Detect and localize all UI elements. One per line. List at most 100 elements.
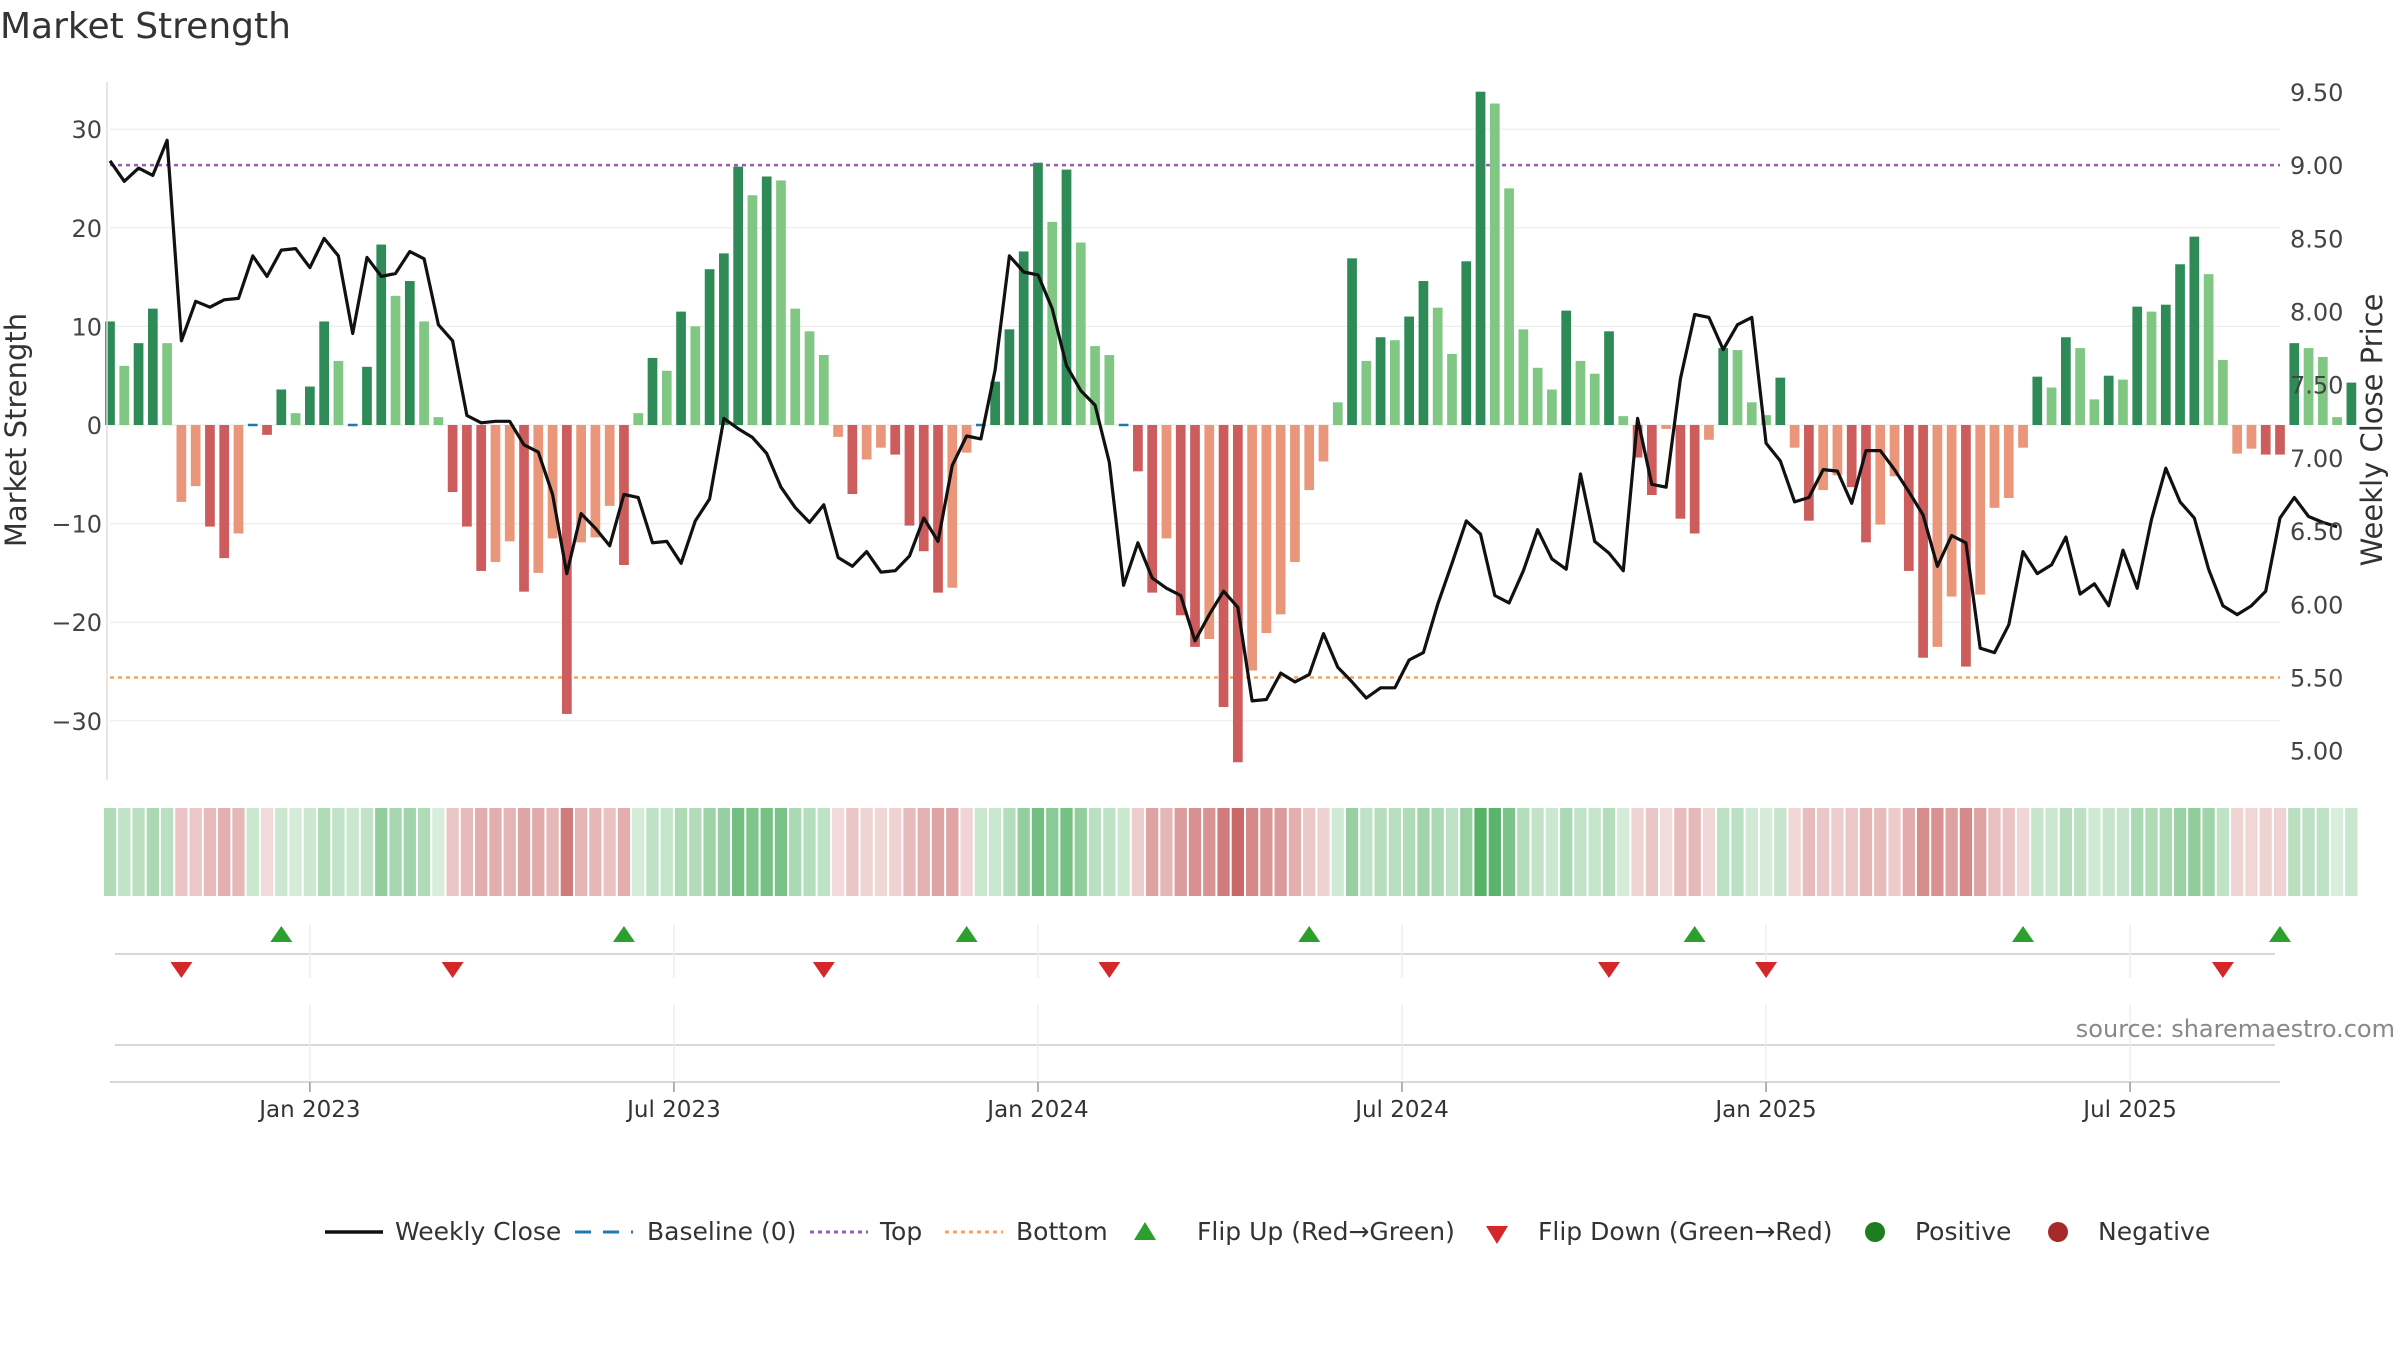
strength-bar [390, 295, 401, 425]
legend-label: Weekly Close [395, 1217, 561, 1246]
strength-bar [533, 425, 544, 573]
heat-cell [1188, 808, 1202, 896]
heat-cell [1474, 808, 1487, 896]
strength-bar [2317, 356, 2328, 425]
legend-item: Flip Up (Red→Green) [1134, 1217, 1455, 1246]
heat-cell [1431, 808, 1444, 896]
strength-bar [604, 425, 615, 506]
flip-up-marker [612, 926, 635, 942]
strength-bar [133, 343, 144, 425]
strength-bar [519, 425, 529, 592]
strength-heat-strip [103, 808, 2358, 896]
strength-bar [1889, 425, 1900, 477]
heat-cell [860, 808, 873, 896]
legend-item: Flip Down (Green→Red) [1486, 1217, 1833, 1246]
legend-label: Top [879, 1217, 922, 1246]
strength-bar [2146, 311, 2157, 425]
heat-cell [803, 808, 816, 896]
heat-cell [2131, 808, 2144, 896]
strength-bar [633, 413, 644, 425]
heat-cell [2330, 808, 2344, 896]
heat-cell [1888, 808, 1901, 896]
flip-down-marker [812, 962, 835, 978]
strength-bar [676, 311, 686, 425]
strength-bar [190, 425, 201, 487]
heat-cell [574, 808, 588, 896]
heat-cell [1659, 808, 1673, 896]
flip-up-marker [270, 926, 293, 942]
heat-cell [1017, 808, 1030, 896]
heat-cell [1074, 808, 1087, 896]
heat-cell [1817, 808, 1830, 896]
heat-cell [1916, 808, 1930, 896]
strength-bar [2118, 379, 2128, 425]
heat-cell [432, 808, 445, 896]
strength-bar [1689, 425, 1700, 534]
heat-cell [246, 808, 259, 896]
strength-bar [276, 389, 287, 425]
heat-cell [475, 808, 488, 896]
strength-bar [990, 381, 1000, 425]
heat-cell [1902, 808, 1915, 896]
heat-cell [1146, 808, 1159, 896]
strength-bar [1832, 425, 1843, 476]
strength-bar [404, 281, 415, 425]
heat-cell [118, 808, 131, 896]
strength-bar [1604, 331, 1614, 425]
heat-cell [403, 808, 416, 896]
strength-bar [1318, 425, 1329, 462]
strength-bar [861, 425, 872, 460]
heat-cell [1717, 808, 1730, 896]
strength-bar [1632, 425, 1643, 458]
flip-down-marker [441, 962, 464, 978]
heat-cell [160, 808, 174, 896]
left-tick-label: −10 [51, 511, 102, 539]
strength-bar [1846, 425, 1857, 488]
heat-cell [1488, 808, 1501, 896]
strength-bar [2160, 304, 2171, 425]
heat-cell [988, 808, 1002, 896]
strength-bar [1646, 425, 1657, 496]
strength-bar [876, 425, 886, 448]
legend-item: Bottom [945, 1217, 1108, 1246]
strength-bar [647, 357, 658, 425]
heat-cell [175, 808, 188, 896]
heat-cell [132, 808, 145, 896]
heat-cell [2316, 808, 2329, 896]
heat-cell [1003, 808, 1016, 896]
heat-cell [831, 808, 845, 896]
strength-bar [2289, 343, 2300, 425]
strength-bars [105, 91, 2357, 763]
strength-bar [1304, 425, 1315, 491]
x-tick-label: Jan 2023 [257, 1097, 360, 1123]
heat-cell [346, 808, 359, 896]
strength-bar [2189, 236, 2200, 425]
strength-bar [1946, 425, 1957, 597]
strength-bar [761, 176, 772, 425]
legend-label: Baseline (0) [647, 1217, 796, 1246]
heat-cell [732, 808, 745, 896]
strength-bar [2203, 274, 2214, 425]
heat-cell [1031, 808, 1045, 896]
left-tick-label: 30 [71, 116, 102, 144]
heat-cell [1117, 808, 1130, 896]
heat-cell [2045, 808, 2058, 896]
weekly-close-line [108, 138, 2338, 703]
heat-cell [1174, 808, 1187, 896]
heat-cell [303, 808, 317, 896]
heat-cell [417, 808, 431, 896]
heat-cell [674, 808, 688, 896]
legend-item: Positive [1865, 1217, 2011, 1246]
strength-bar [804, 331, 815, 425]
heat-cell [2188, 808, 2201, 896]
heat-cell [1574, 808, 1587, 896]
strength-bar [1290, 425, 1300, 563]
left-tick-label: −30 [51, 708, 102, 736]
heat-cell [746, 808, 759, 896]
strength-bar [890, 425, 901, 455]
heat-cell [460, 808, 474, 896]
heat-cell [517, 808, 531, 896]
strength-bar [447, 425, 458, 493]
strength-bar [2260, 425, 2271, 455]
strength-bar [1561, 310, 1572, 425]
